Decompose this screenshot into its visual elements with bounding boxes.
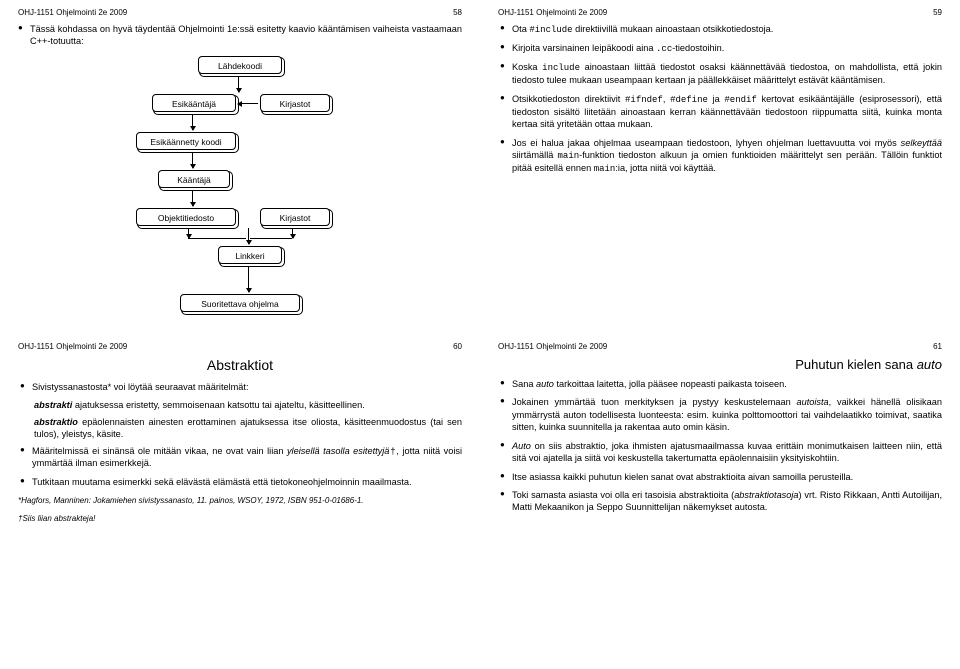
arrow-seg [292,228,293,238]
footnote-1: *Hagfors, Manninen: Jokamiehen sivistyss… [18,496,462,506]
list-item: Kirjoita varsinainen leipäkoodi aina .cc… [500,42,942,55]
page-number: 60 [453,342,462,351]
box-kirjastot-2: Kirjastot [260,208,330,226]
arrow-seg [188,228,189,238]
list-item: Jos ei halua jakaa ohjelmaa useampaan ti… [500,137,942,176]
course-label: OHJ-1151 Ohjelmointi 2e 2009 [498,8,607,17]
list-item: Auto on siis abstraktio, joka ihmisten a… [500,440,942,465]
list-item: Määritelmissä ei sinänsä ole mitään vika… [20,445,462,470]
bullet-list-60b: Määritelmissä ei sinänsä ole mitään vika… [20,445,462,488]
def-body: ajatuksessa eristetty, semmoisenaan kats… [75,400,365,410]
term: abstraktio [34,417,78,427]
box-lahdekoodi: Lähdekoodi [198,56,282,74]
arrow [248,266,249,292]
page-title: Puhutun kielen sana auto [498,357,942,372]
arrow [192,114,193,130]
footnote-2: †Siis liian abstrakteja! [18,514,462,524]
def-body: epäolennaisten ainesten erottaminen ajat… [34,417,462,439]
lead-text: Tässä kohdassa on hyvä täydentää Ohjelmo… [18,23,462,48]
page-61: OHJ-1151 Ohjelmointi 2e 2009 61 Puhutun … [480,334,960,528]
list-item: Otsikkotiedoston direktiivit #ifndef, #d… [500,93,942,131]
box-suoritettava: Suoritettava ohjelma [180,294,300,312]
header-60: OHJ-1151 Ohjelmointi 2e 2009 60 [18,342,462,351]
box-linkkeri: Linkkeri [218,246,282,264]
bullet-list-59: Ota #include direktiivillä mukaan ainoas… [500,23,942,176]
page-58: OHJ-1151 Ohjelmointi 2e 2009 58 Tässä ko… [0,0,480,324]
box-esikaannetty: Esikäännetty koodi [136,132,236,150]
arrow [238,76,239,92]
definition-abstraktio: abstraktio epäolennaisten ainesten erott… [34,416,462,441]
list-item: Toki samasta asiasta voi olla eri tasois… [500,489,942,514]
arrow [238,103,258,104]
bullet-list-61: Sana auto tarkoittaa laitetta, jolla pää… [500,378,942,514]
box-kirjastot-1: Kirjastot [260,94,330,112]
sheet: OHJ-1151 Ohjelmointi 2e 2009 58 Tässä ko… [0,0,960,669]
list-item: Sivistyssanastosta* voi löytää seuraavat… [20,381,462,393]
list-item: Jokainen ymmärtää tuon merkityksen ja py… [500,396,942,433]
box-objekti: Objektitiedosto [136,208,236,226]
arrow [192,190,193,206]
compilation-diagram: Lähdekoodi Esikääntäjä Kirjastot Esikään… [110,56,370,316]
box-esikaantaja: Esikääntäjä [152,94,236,112]
arrow [248,228,249,244]
page-number: 59 [933,8,942,17]
course-label: OHJ-1151 Ohjelmointi 2e 2009 [18,342,127,351]
page-number: 58 [453,8,462,17]
list-item: Sana auto tarkoittaa laitetta, jolla pää… [500,378,942,390]
arrow-seg [188,238,246,239]
list-item: Koska include ainoastaan liittää tiedost… [500,61,942,87]
list-item: Ota #include direktiivillä mukaan ainoas… [500,23,942,36]
bullet-list-60a: Sivistyssanastosta* voi löytää seuraavat… [20,381,462,393]
header-59: OHJ-1151 Ohjelmointi 2e 2009 59 [498,8,942,17]
page-59: OHJ-1151 Ohjelmointi 2e 2009 59 Ota #inc… [480,0,960,190]
term: abstrakti [34,400,72,410]
header-58: OHJ-1151 Ohjelmointi 2e 2009 58 [18,8,462,17]
arrow-seg [250,238,292,239]
course-label: OHJ-1151 Ohjelmointi 2e 2009 [18,8,127,17]
course-label: OHJ-1151 Ohjelmointi 2e 2009 [498,342,607,351]
definition-abstrakti: abstrakti ajatuksessa eristetty, semmois… [34,399,462,411]
list-item: Itse asiassa kaikki puhutun kielen sanat… [500,471,942,483]
list-item: Tutkitaan muutama esimerkki sekä eläväst… [20,476,462,488]
header-61: OHJ-1151 Ohjelmointi 2e 2009 61 [498,342,942,351]
page-title: Abstraktiot [18,357,462,373]
arrow [192,152,193,168]
page-number: 61 [933,342,942,351]
page-60: OHJ-1151 Ohjelmointi 2e 2009 60 Abstrakt… [0,334,480,533]
box-kaantaja: Kääntäjä [158,170,230,188]
